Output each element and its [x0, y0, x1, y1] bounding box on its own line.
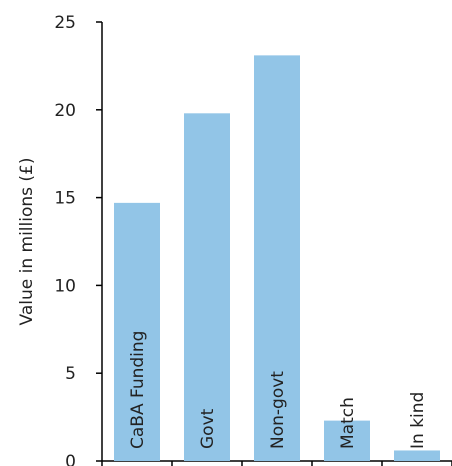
y-tick-label: 15	[54, 189, 76, 209]
y-tick-label: 25	[54, 13, 76, 33]
bar	[114, 202, 160, 462]
bar-label: CaBA Funding	[128, 331, 148, 449]
bar	[254, 55, 300, 461]
x-axis	[101, 460, 452, 466]
y-axis: 0 5 10 15 20 25	[54, 13, 103, 466]
bar	[394, 450, 440, 461]
bar-label: Non-govt	[268, 371, 288, 449]
y-tick-label: 10	[54, 276, 76, 296]
bar-label: In kind	[408, 392, 428, 449]
bar	[324, 420, 370, 461]
bar-label: Match	[338, 397, 358, 449]
bar	[184, 113, 230, 461]
y-tick-label: 0	[65, 452, 76, 466]
bar-series: CaBA Funding Govt Non-govt Match In kind	[114, 55, 440, 462]
bar-label: Govt	[198, 408, 218, 449]
y-axis-title: Value in millions (£)	[17, 158, 37, 326]
y-tick-label: 20	[54, 101, 76, 121]
y-tick-label: 5	[65, 364, 76, 384]
